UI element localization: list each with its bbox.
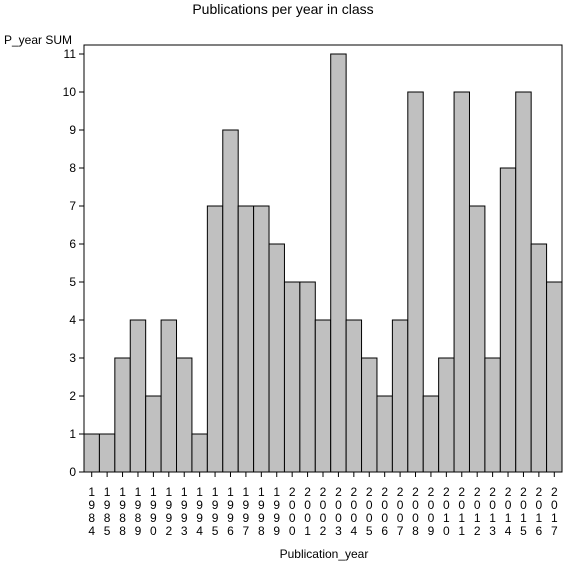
bar-2010	[438, 357, 455, 473]
bar-2016	[530, 243, 548, 473]
y-tick-label: 1	[69, 427, 76, 441]
y-tick-label: 5	[69, 275, 76, 289]
y-tick-label: 0	[69, 465, 76, 479]
y-tick-label: 3	[69, 351, 76, 365]
x-axis-label: Publication_year	[280, 547, 369, 561]
bar-2009	[422, 395, 440, 473]
y-tick-label: 2	[69, 389, 76, 403]
y-tick-label: 4	[69, 313, 76, 327]
bar-2005	[361, 357, 378, 473]
bar-2012	[468, 205, 486, 473]
y-tick-label: 10	[63, 85, 77, 99]
plot-frame	[83, 44, 563, 473]
chart-title: Publications per year in class	[192, 1, 373, 17]
bar-2000	[283, 281, 301, 473]
bar-1989	[129, 319, 147, 473]
bar-2001	[299, 281, 316, 473]
bar-1992	[160, 319, 178, 473]
x-axis: 1 9 8 4 1 9 8 5 1 9 8 8 1 9 8 9 1 9 9 0 1 9 9 2 1 9 9 3 1 9 9 4 1 9 9 5 1 9 9 6…	[88, 472, 558, 538]
bar-1999	[268, 243, 285, 473]
bar-2008	[407, 91, 424, 473]
bar-1984	[83, 433, 100, 473]
bar-1994	[191, 433, 208, 473]
bar-2011	[453, 91, 470, 473]
y-tick-label: 8	[69, 161, 76, 175]
bar-2017	[546, 281, 563, 473]
bar-2006	[376, 395, 393, 473]
y-axis: 0 1 2 3 4 5 6 7 8 9 10 11	[63, 47, 84, 479]
bar-2007	[391, 319, 409, 473]
bar-1985	[98, 433, 116, 473]
bar-1998	[253, 205, 270, 473]
y-axis-label: P_year SUM	[4, 33, 72, 47]
y-tick-label: 11	[64, 47, 77, 61]
bar-2004	[345, 319, 363, 473]
bar-1988	[114, 357, 131, 473]
bar-2003	[330, 53, 347, 473]
bar-2014	[499, 167, 517, 473]
bar-1990	[145, 395, 162, 473]
bar-1997	[237, 205, 255, 473]
bars	[83, 53, 563, 473]
y-tick-label: 7	[69, 199, 76, 213]
bar-2015	[515, 91, 532, 473]
y-tick-label: 6	[69, 237, 76, 251]
bar-2013	[484, 357, 501, 473]
bar-1995	[206, 205, 224, 473]
bar-1996	[222, 129, 239, 473]
bar-1993	[176, 357, 193, 473]
bar-2002	[314, 319, 332, 473]
y-tick-label: 9	[69, 123, 76, 137]
